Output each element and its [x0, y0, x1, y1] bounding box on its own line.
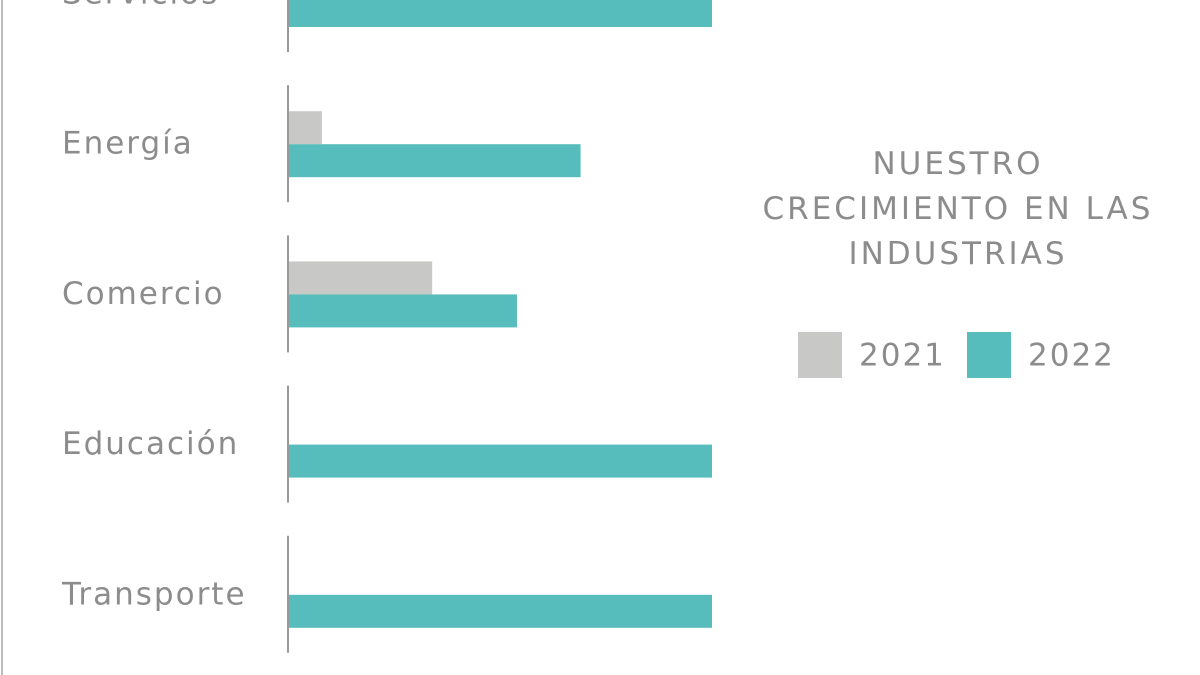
bar: [289, 261, 433, 295]
category-label: Educación: [62, 426, 239, 462]
bar: [289, 294, 517, 328]
legend-label: 2021: [859, 338, 946, 374]
bar: [289, 0, 712, 27]
category-label: Servicios: [62, 0, 219, 12]
bar: [289, 111, 322, 145]
chart-title: NUESTRO CRECIMIENTO EN LAS INDUSTRIAS: [762, 146, 1154, 272]
category-label: Comercio: [62, 276, 225, 312]
bar: [289, 594, 712, 628]
bar: [289, 444, 712, 478]
category-label: Energía: [62, 126, 194, 162]
legend-label: 2022: [1028, 338, 1115, 374]
legend-swatch: [798, 332, 842, 378]
category-label: Transporte: [61, 576, 247, 612]
legend-swatch: [967, 332, 1011, 378]
bar: [289, 144, 581, 178]
